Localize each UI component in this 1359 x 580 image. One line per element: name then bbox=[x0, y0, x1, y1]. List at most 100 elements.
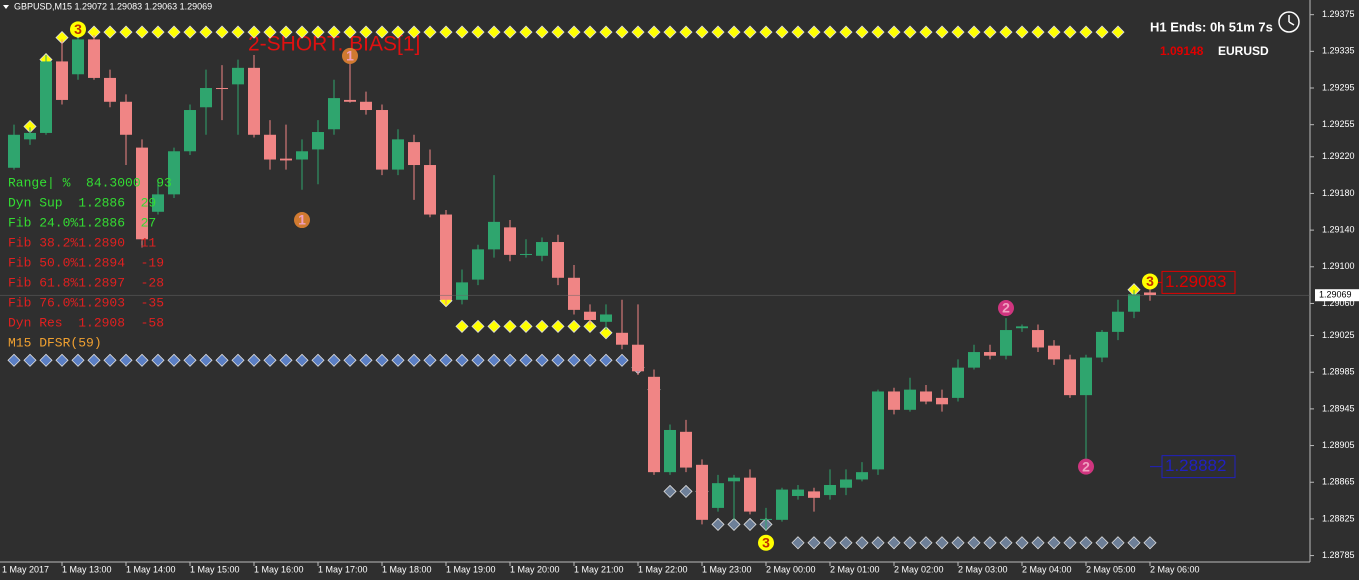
indicator-diamond bbox=[1127, 536, 1141, 550]
indicator-diamond bbox=[807, 25, 821, 39]
indicator-diamond bbox=[375, 25, 389, 39]
indicator-diamond bbox=[231, 25, 245, 39]
x-tick-label: 1 May 23:00 bbox=[702, 564, 752, 574]
indicator-diamond bbox=[423, 353, 437, 367]
y-tick-label: 1.29220 bbox=[1322, 151, 1355, 161]
signal-label: 3 bbox=[762, 534, 770, 550]
indicator-diamond bbox=[295, 25, 309, 39]
candle-body bbox=[632, 344, 644, 372]
indicator-diamond bbox=[711, 517, 725, 531]
candle-body bbox=[424, 165, 436, 215]
candle-body bbox=[1080, 357, 1092, 396]
indicator-diamond bbox=[615, 353, 629, 367]
indicator-diamond bbox=[727, 25, 741, 39]
panel-line: Fib 24.0%1.2886 27 bbox=[8, 215, 156, 230]
candle-body bbox=[984, 352, 996, 356]
indicator-diamond bbox=[647, 25, 661, 39]
indicator-diamond bbox=[1079, 536, 1093, 550]
indicator-diamond bbox=[199, 353, 213, 367]
candle-body bbox=[376, 110, 388, 170]
indicator-diamond bbox=[567, 353, 581, 367]
chart-title: GBPUSD,M15 1.29072 1.29083 1.29063 1.290… bbox=[14, 1, 212, 11]
indicator-diamond bbox=[967, 25, 981, 39]
indicator-diamond bbox=[999, 536, 1013, 550]
candle-body bbox=[456, 282, 468, 300]
indicator-diamond bbox=[359, 25, 373, 39]
indicator-diamond bbox=[567, 25, 581, 39]
clock-icon bbox=[1278, 11, 1300, 33]
panel-line: M15 DFSR(59) bbox=[8, 335, 102, 350]
indicator-diamond bbox=[1031, 536, 1045, 550]
indicator-diamond bbox=[1079, 25, 1093, 39]
panel-line: Fib 61.8%1.2897 -28 bbox=[8, 275, 164, 290]
indicator-diamond bbox=[919, 25, 933, 39]
signal-marker bbox=[342, 47, 358, 64]
signal-label: 3 bbox=[74, 21, 82, 37]
candle-body bbox=[888, 391, 900, 410]
indicator-diamond bbox=[71, 353, 85, 367]
candle-body bbox=[472, 249, 484, 280]
candle-body bbox=[1128, 294, 1140, 312]
indicator-diamond bbox=[167, 25, 181, 39]
indicator-diamond bbox=[855, 536, 869, 550]
indicator-diamond bbox=[231, 353, 245, 367]
y-tick-label: 1.28865 bbox=[1322, 477, 1355, 487]
indicator-diamond bbox=[103, 353, 117, 367]
x-tick-label: 1 May 21:00 bbox=[574, 564, 624, 574]
y-tick-label: 1.29180 bbox=[1322, 188, 1355, 198]
candle-body bbox=[536, 242, 548, 256]
indicator-diamond bbox=[743, 517, 757, 531]
candle-body bbox=[744, 477, 756, 512]
indicator-diamond bbox=[951, 536, 965, 550]
indicator-diamond bbox=[295, 353, 309, 367]
indicator-diamond bbox=[599, 326, 613, 340]
indicator-diamond bbox=[503, 25, 517, 39]
candle-body bbox=[712, 483, 724, 508]
indicator-diamond bbox=[823, 25, 837, 39]
signal-label: 2 bbox=[1002, 300, 1010, 316]
signal-marker bbox=[1078, 458, 1094, 475]
candle-body bbox=[392, 139, 404, 170]
candle-body bbox=[1000, 330, 1012, 356]
indicator-diamond bbox=[727, 517, 741, 531]
candle-body bbox=[696, 464, 708, 520]
x-tick-label: 1 May 20:00 bbox=[510, 564, 560, 574]
y-tick-label: 1.28785 bbox=[1322, 550, 1355, 560]
candle-body bbox=[552, 242, 564, 278]
x-tick-label: 2 May 01:00 bbox=[830, 564, 880, 574]
candle-body bbox=[616, 332, 628, 345]
panel-line: Dyn Res 1.2908 -58 bbox=[8, 315, 164, 330]
y-tick-label: 1.28905 bbox=[1322, 440, 1355, 450]
signal-marker bbox=[758, 534, 774, 551]
panel-line: Fib 50.0%1.2894 -19 bbox=[8, 255, 164, 270]
indicator-diamond bbox=[151, 353, 165, 367]
indicator-diamond bbox=[167, 353, 181, 367]
indicator-diamond bbox=[327, 353, 341, 367]
current-price-box bbox=[1315, 289, 1359, 302]
indicator-diamond bbox=[791, 25, 805, 39]
menu-arrow bbox=[3, 5, 9, 9]
panel-line: Dyn Sup 1.2886 29 bbox=[8, 195, 156, 210]
indicator-diamond bbox=[903, 25, 917, 39]
candle-body bbox=[1144, 292, 1156, 296]
indicator-diamond bbox=[1143, 536, 1157, 550]
candle-body bbox=[264, 134, 276, 160]
indicator-diamond bbox=[39, 353, 53, 367]
y-tick-label: 1.29255 bbox=[1322, 119, 1355, 129]
y-tick-label: 1.29375 bbox=[1322, 9, 1355, 19]
indicator-diamond bbox=[599, 25, 613, 39]
candle-body bbox=[168, 151, 180, 195]
indicator-diamond bbox=[263, 25, 277, 39]
indicator-diamond bbox=[487, 319, 501, 333]
indicator-diamond bbox=[983, 536, 997, 550]
indicator-diamond bbox=[1015, 25, 1029, 39]
other-price: 1.09148 bbox=[1160, 44, 1204, 58]
indicator-diamond bbox=[199, 25, 213, 39]
current-price-label: 1.29069 bbox=[1319, 290, 1352, 300]
indicator-diamond bbox=[7, 353, 21, 367]
candle-body bbox=[136, 147, 148, 240]
y-tick-label: 1.28985 bbox=[1322, 367, 1355, 377]
bias-annotation: 2-SHORT. BIAS[1] bbox=[248, 33, 420, 56]
